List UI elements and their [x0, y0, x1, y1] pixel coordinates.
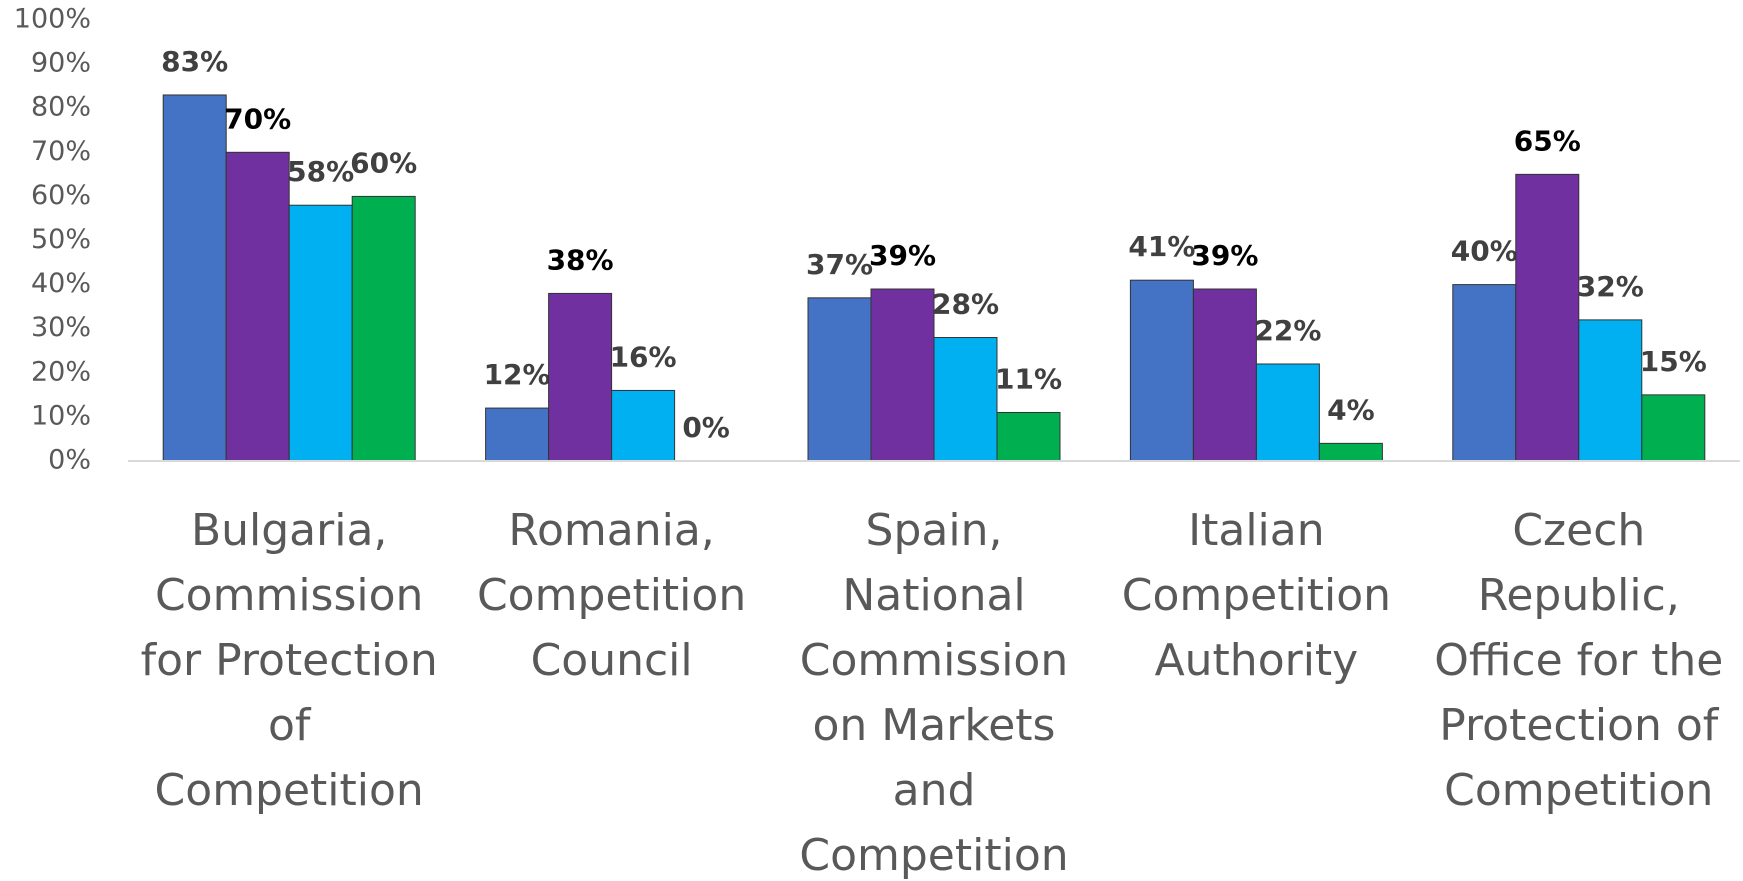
- bar: [1578, 319, 1643, 462]
- data-label: 39%: [1191, 239, 1258, 272]
- data-label: 65%: [1514, 124, 1581, 157]
- y-tick-label: 30%: [31, 312, 91, 343]
- data-label: 60%: [350, 146, 417, 179]
- data-label: 32%: [1577, 270, 1644, 303]
- data-label: 12%: [484, 358, 551, 391]
- x-tick-label: Spain, National Commission on Markets an…: [799, 505, 1069, 881]
- data-label: 4%: [1327, 393, 1375, 426]
- bar: [225, 151, 290, 462]
- y-tick-label: 50%: [31, 224, 91, 255]
- data-label: 39%: [869, 239, 936, 272]
- bar: [1192, 288, 1257, 462]
- y-tick-label: 70%: [31, 136, 91, 167]
- bar: [162, 94, 227, 462]
- bar: [351, 195, 416, 462]
- bar: [1318, 442, 1383, 462]
- data-label: 16%: [610, 340, 677, 373]
- bar: [1515, 173, 1580, 462]
- y-tick-label: 60%: [31, 180, 91, 211]
- data-label: 37%: [806, 248, 873, 281]
- x-tick-label: Czech Republic, Office for the Protectio…: [1434, 505, 1724, 816]
- x-tick-label: Romania, Competition Council: [476, 505, 747, 686]
- bar: [933, 337, 998, 462]
- data-label: 38%: [547, 243, 614, 276]
- bar: [485, 407, 550, 462]
- bar: [870, 288, 935, 462]
- y-tick-label: 100%: [14, 4, 91, 35]
- bar: [548, 292, 613, 462]
- bar: [1641, 394, 1706, 462]
- bar: [807, 297, 872, 462]
- data-label: 40%: [1451, 235, 1518, 268]
- data-label: 22%: [1254, 314, 1321, 347]
- bar: [1452, 284, 1517, 462]
- bar: [611, 389, 676, 462]
- y-tick-label: 0%: [48, 445, 91, 476]
- y-tick-label: 80%: [31, 92, 91, 123]
- bar: [1129, 279, 1194, 462]
- data-label: 70%: [224, 102, 291, 135]
- x-tick-label: Bulgaria, Commission for Protection of C…: [140, 505, 438, 816]
- data-label: 0%: [682, 411, 730, 444]
- data-label: 41%: [1128, 230, 1195, 263]
- y-tick-label: 10%: [31, 400, 91, 431]
- bar: [996, 411, 1061, 462]
- data-label: 28%: [932, 288, 999, 321]
- y-tick-label: 20%: [31, 356, 91, 387]
- x-tick-label: Italian Competition Authority: [1121, 505, 1392, 686]
- bar: [1255, 363, 1320, 462]
- y-tick-label: 40%: [31, 268, 91, 299]
- data-label: 11%: [995, 362, 1062, 395]
- y-tick-label: 90%: [31, 48, 91, 79]
- bar: [288, 204, 353, 462]
- data-label: 58%: [287, 155, 354, 188]
- data-label: 83%: [161, 45, 228, 78]
- data-label: 15%: [1640, 345, 1707, 378]
